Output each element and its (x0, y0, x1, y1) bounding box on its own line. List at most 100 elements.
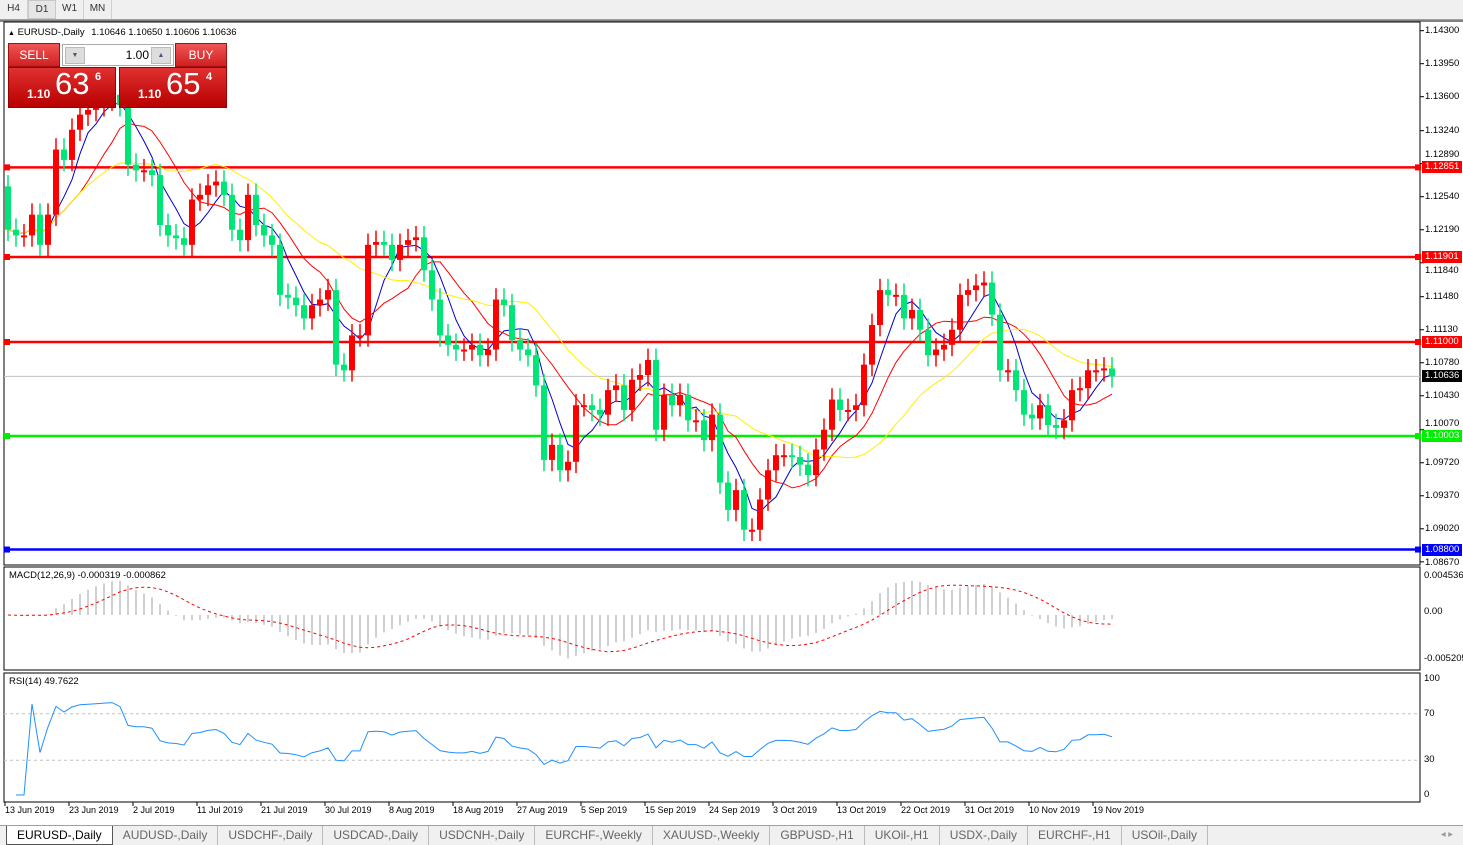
symbol-title: EURUSD-,Daily (17, 27, 85, 38)
bullish-candle (661, 394, 667, 430)
bullish-candle (629, 379, 635, 410)
bearish-candle (501, 299, 507, 306)
y-tick-label: 1.13950 (1425, 58, 1460, 70)
bearish-candle (293, 297, 299, 306)
chart-tab[interactable]: USDCNH-,Daily (429, 826, 536, 845)
sell-price-button[interactable]: 1.10 63 6 (8, 66, 116, 108)
bearish-candle (925, 329, 931, 356)
chart-tab[interactable]: EURUSD-,Daily (6, 826, 113, 845)
tab-scroll-arrows-icon[interactable]: ◂ ▸ (1440, 829, 1453, 840)
chart-tab[interactable]: USDCAD-,Daily (323, 826, 430, 845)
bullish-candle (821, 429, 827, 450)
bullish-candle (349, 335, 355, 371)
price-level-tag: 1.11000 (1422, 336, 1462, 348)
bullish-candle (765, 470, 771, 500)
buy-price-button[interactable]: 1.10 65 4 (119, 66, 227, 108)
chart-tab[interactable]: GBPUSD-,H1 (770, 826, 865, 845)
y-tick-label: 1.09020 (1425, 523, 1460, 535)
bearish-candle (477, 344, 483, 356)
lot-decrease-icon[interactable]: ▼ (65, 47, 85, 64)
bearish-candle (789, 455, 795, 458)
lot-size-input[interactable]: ▼ 1.00 ▲ (62, 44, 174, 66)
current-price-tag: 1.10636 (1422, 370, 1462, 383)
chart-tab[interactable]: USDCHF-,Daily (218, 826, 324, 845)
timeframe-mn[interactable]: MN (84, 0, 112, 19)
bearish-candle (277, 244, 283, 295)
lot-increase-icon[interactable]: ▲ (151, 47, 171, 64)
chart-tab[interactable]: USOil-,Daily (1122, 826, 1209, 845)
bullish-candle (869, 325, 875, 365)
level-handle-icon (1415, 339, 1421, 345)
horizontal-levels (4, 164, 1421, 553)
bearish-candle (685, 394, 691, 421)
bullish-candle (1069, 390, 1075, 421)
macd-axis-label: -0.005205 (1424, 653, 1463, 664)
level-handle-icon (4, 339, 10, 345)
chart-window (0, 20, 1463, 825)
bearish-candle (341, 364, 347, 371)
y-tick-label: 1.13600 (1425, 91, 1460, 103)
bullish-candle (605, 390, 611, 415)
level-handle-icon (4, 164, 10, 171)
bullish-candle (53, 149, 59, 215)
bullish-candle (141, 170, 147, 173)
chart-tab[interactable]: EURCHF-,H1 (1028, 826, 1122, 845)
moving-average-line (7, 162, 1113, 459)
bearish-candle (229, 194, 235, 230)
chart-tab[interactable]: USDX-,Daily (940, 826, 1029, 845)
bearish-candle (589, 405, 595, 410)
bullish-candle (485, 349, 491, 356)
panel-frame (3, 566, 1421, 671)
chart-header: ▲ EURUSD-,Daily 1.10646 1.10650 1.10606 … (8, 27, 237, 39)
sell-price-pip: 6 (95, 71, 102, 83)
timeframe-w1[interactable]: W1 (56, 0, 84, 19)
bullish-candle (973, 285, 979, 291)
timeframe-h4[interactable]: H4 (0, 0, 28, 19)
collapse-arrow-icon[interactable]: ▲ (8, 30, 15, 37)
x-tick-label: 27 Aug 2019 (517, 805, 568, 815)
bearish-candle (61, 149, 67, 160)
bearish-candle (533, 355, 539, 386)
bullish-candle (933, 349, 939, 356)
chart-tab[interactable]: XAUUSD-,Weekly (653, 826, 771, 845)
bullish-candle (853, 405, 859, 410)
bearish-candle (725, 482, 731, 510)
lot-value[interactable]: 1.00 (125, 48, 149, 62)
chart-tab[interactable]: EURCHF-,Weekly (535, 826, 653, 845)
level-handle-icon (1415, 546, 1421, 553)
bearish-candle (253, 194, 259, 226)
bearish-candle (181, 238, 187, 245)
rsi-axis-label: 70 (1424, 707, 1435, 719)
moving-average-line (7, 122, 1113, 489)
bearish-candle (1029, 414, 1035, 419)
bullish-candle (493, 299, 499, 350)
bullish-candle (861, 364, 867, 406)
candles (5, 83, 1115, 542)
x-tick-label: 18 Aug 2019 (453, 805, 504, 815)
panel-frame (3, 21, 1421, 566)
bearish-candle (989, 282, 995, 315)
x-tick-label: 22 Oct 2019 (901, 805, 951, 815)
bearish-candle (509, 305, 515, 341)
buy-button[interactable]: BUY (175, 43, 227, 67)
sell-button[interactable]: SELL (8, 43, 60, 67)
bullish-candle (813, 449, 819, 476)
x-tick-label: 31 Oct 2019 (965, 805, 1015, 815)
price-level-tag: 1.12851 (1422, 161, 1462, 174)
chart-tab[interactable]: UKOil-,H1 (865, 826, 940, 845)
bearish-candle (5, 186, 11, 230)
bearish-candle (517, 340, 523, 350)
bullish-candle (709, 414, 715, 441)
timeframe-d1[interactable]: D1 (28, 0, 56, 19)
bullish-candle (1037, 405, 1043, 419)
bullish-candle (637, 375, 643, 380)
x-tick-label: 23 Jun 2019 (69, 805, 119, 815)
bearish-candle (901, 294, 907, 319)
bullish-candle (845, 409, 851, 412)
x-tick-label: 13 Oct 2019 (837, 805, 887, 815)
buy-price-prefix: 1.10 (138, 87, 162, 101)
bearish-candle (133, 164, 139, 171)
chart-tab[interactable]: AUDUSD-,Daily (113, 826, 219, 845)
bullish-candle (205, 185, 211, 195)
